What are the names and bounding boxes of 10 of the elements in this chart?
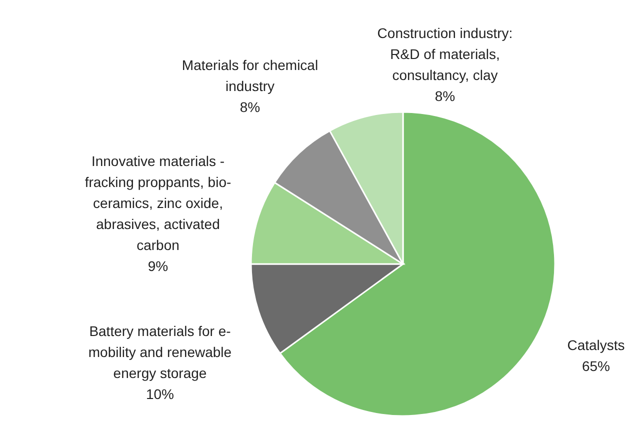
- slice-label: Innovative materials - fracking proppants, bio-ceramics, zinc oxide, abrasives, activated carbon: [84, 153, 232, 253]
- data-label: 8%: [434, 88, 456, 104]
- slice-label: Battery materials for e-mobility and renewable energy storage: [88, 323, 232, 381]
- data-label: 65%: [582, 358, 610, 374]
- data-label: 10%: [146, 386, 174, 402]
- data-label: 9%: [148, 258, 168, 274]
- slice-label: Construction industry: R&D of materials, consultancy, clay: [377, 25, 513, 83]
- slice-label: Catalysts: [567, 337, 625, 353]
- slice-label: Materials for chemical industry: [182, 57, 318, 94]
- data-label: 8%: [240, 99, 260, 115]
